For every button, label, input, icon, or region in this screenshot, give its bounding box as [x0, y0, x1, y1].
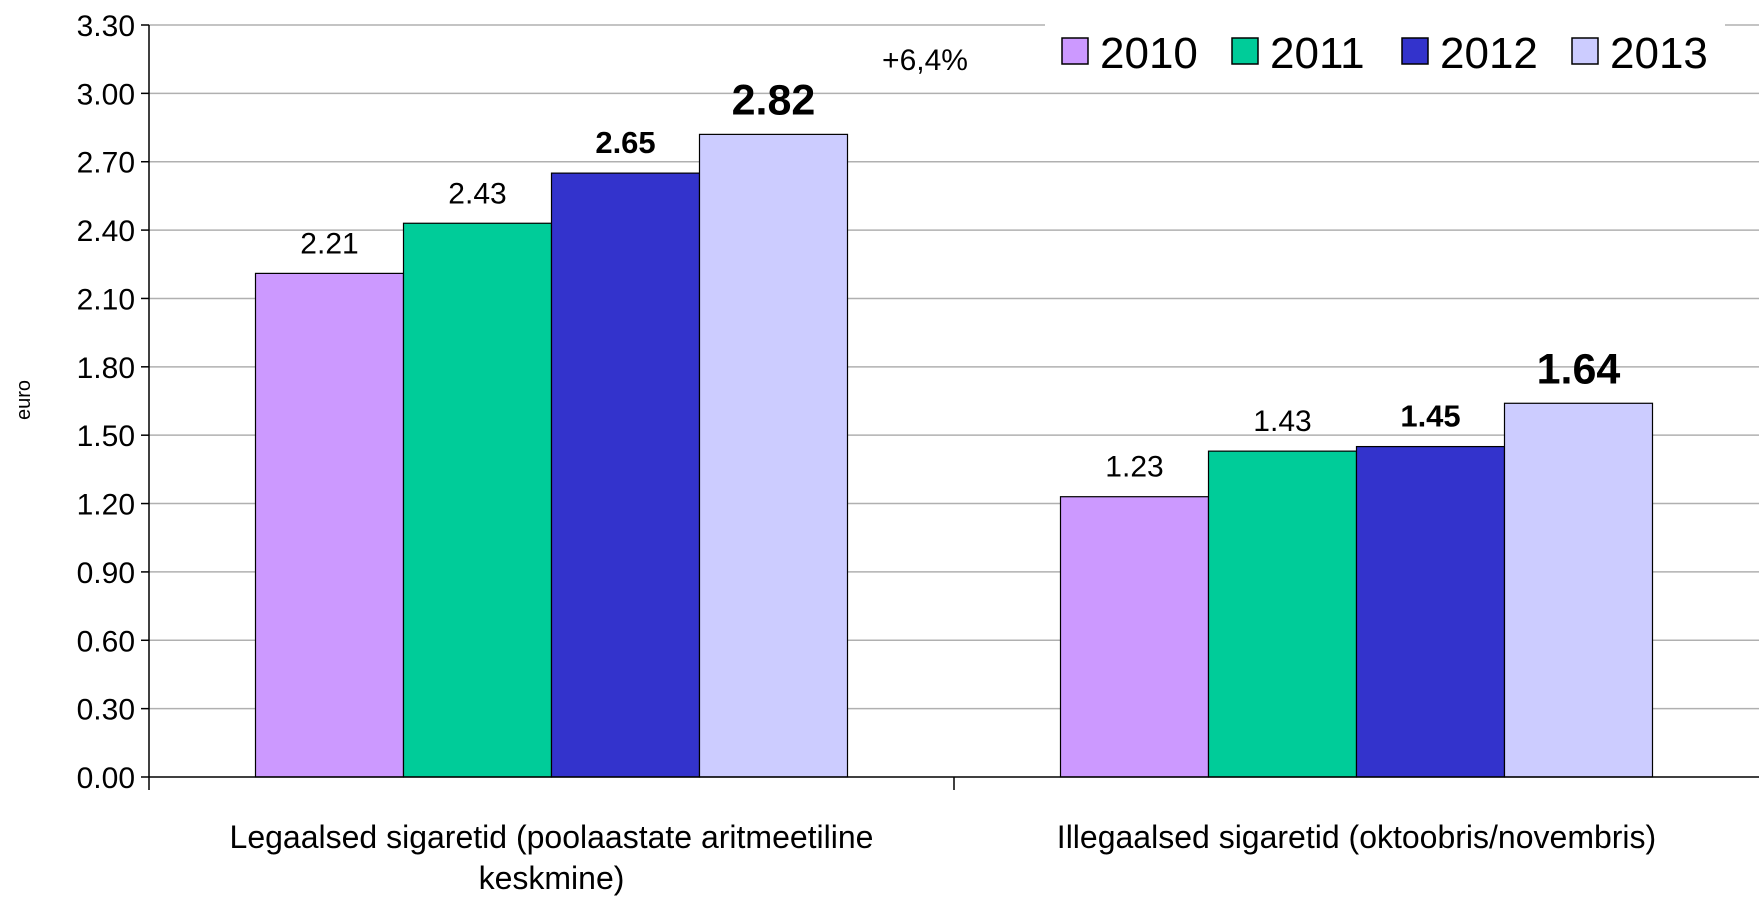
- legend-label-2013: 2013: [1610, 29, 1708, 78]
- y-tick-label: 1.50: [77, 420, 135, 453]
- y-tick-label: 3.00: [77, 78, 135, 111]
- data-label: 1.45: [1400, 399, 1460, 434]
- y-tick-labels: 0.00 0.30 0.60 0.90 1.20 1.50 1.80 2.10 2.40 2.70…: [77, 10, 135, 795]
- bar-2011: [402, 222, 553, 778]
- data-label: 2.21: [300, 227, 358, 260]
- y-tick-label: 0.90: [77, 557, 135, 590]
- legend-swatch-2012: [1401, 37, 1429, 65]
- y-tick-label: 2.70: [77, 147, 135, 180]
- x-category-label: keskmine): [479, 860, 625, 896]
- annotation-percent-change: +6,4%: [882, 44, 968, 77]
- legend-swatch-2010: [1061, 37, 1089, 65]
- data-label: 2.43: [448, 177, 506, 210]
- data-label: 1.64: [1537, 345, 1621, 393]
- data-labels: 2.21 2.43 2.65 2.82 1.23 1.43 1.45 1.64: [300, 76, 1620, 483]
- y-tick-label: 1.20: [77, 489, 135, 522]
- data-label: 2.82: [732, 76, 816, 124]
- data-label: 2.65: [595, 125, 655, 160]
- data-label: 1.23: [1105, 451, 1163, 484]
- legend-swatch-2011: [1231, 37, 1259, 65]
- x-category-label: Illegaalsed sigaretid (oktoobris/novembr…: [1057, 819, 1656, 855]
- legend-background: [1045, 22, 1725, 86]
- y-tick-label: 2.10: [77, 283, 135, 316]
- bar-2010: [1059, 496, 1210, 778]
- bar-2012: [1355, 445, 1506, 778]
- data-label: 1.43: [1253, 405, 1311, 438]
- y-axis-label: euro: [13, 380, 35, 420]
- bars: [254, 133, 1654, 778]
- bar-2010: [254, 272, 405, 778]
- y-tick-label: 1.80: [77, 352, 135, 385]
- bar-2011: [1207, 450, 1358, 778]
- x-category-labels: Legaalsed sigaretid (poolaastate aritmee…: [230, 819, 1657, 896]
- x-category-label: Legaalsed sigaretid (poolaastate aritmee…: [230, 819, 874, 855]
- bar-2013: [1503, 402, 1654, 778]
- axes: [141, 24, 1759, 790]
- legend: 2010 2011 2012 2013: [1045, 22, 1725, 86]
- bar-2012: [550, 172, 701, 778]
- y-tick-label: 3.30: [77, 10, 135, 43]
- y-tick-label: 2.40: [77, 215, 135, 248]
- y-tick-label: 0.00: [77, 762, 135, 795]
- bar-2013: [698, 133, 849, 778]
- y-tick-label: 0.60: [77, 625, 135, 658]
- legend-swatch-2013: [1571, 37, 1599, 65]
- legend-label-2010: 2010: [1100, 29, 1198, 78]
- legend-label-2012: 2012: [1440, 29, 1538, 78]
- y-tick-label: 0.30: [77, 694, 135, 727]
- legend-label-2011: 2011: [1270, 29, 1365, 78]
